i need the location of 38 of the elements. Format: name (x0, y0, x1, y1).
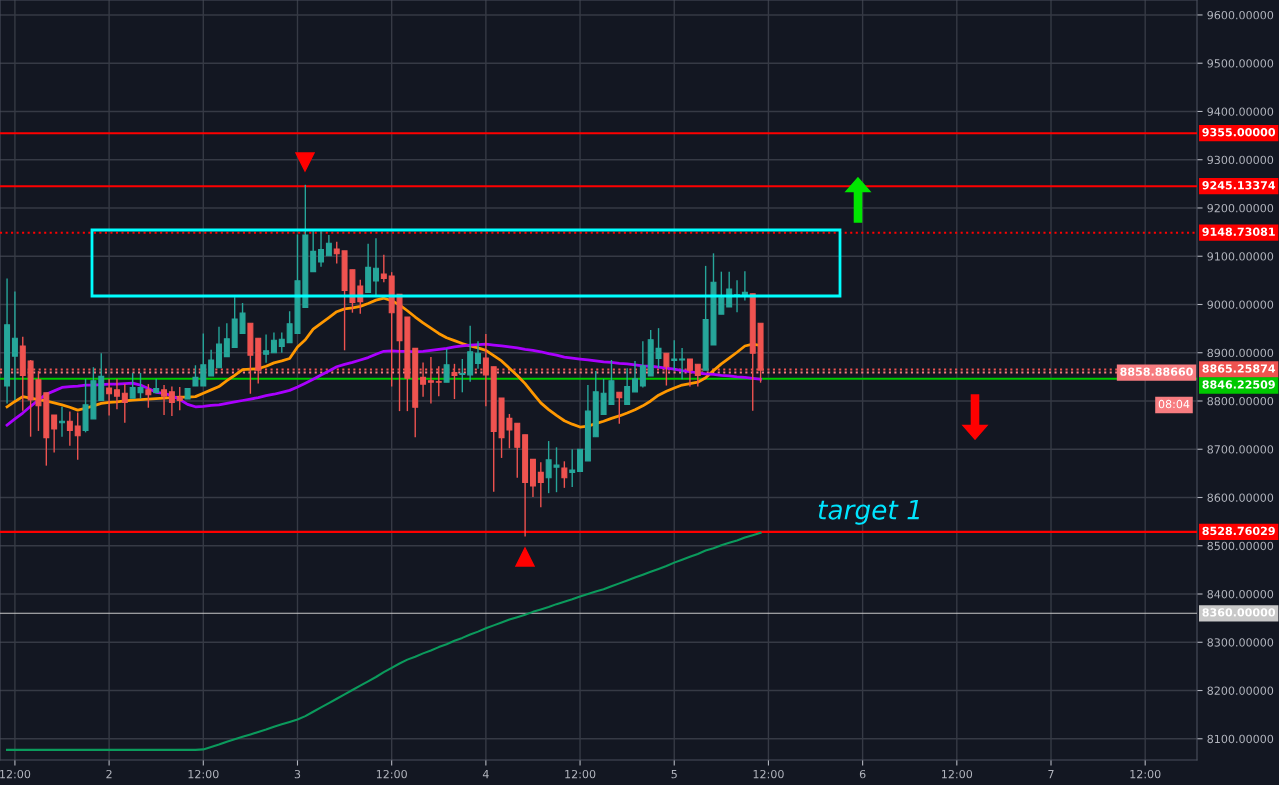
y-tick-label: 9200.00000 (1207, 203, 1274, 213)
y-tick-label: 9100.00000 (1207, 252, 1274, 261)
y-tick-label: 8500.00000 (1207, 541, 1274, 551)
x-tick-label: 12:00 (188, 769, 219, 779)
x-tick-label: 12:00 (753, 769, 784, 779)
ref-line-label: 8846.22509 (1202, 380, 1275, 389)
y-tick-label: 9300.00000 (1207, 155, 1274, 165)
annotation: 08:04 (1158, 399, 1190, 409)
y-tick-label: 9600.00000 (1207, 10, 1274, 20)
y-tick-label: 8100.00000 (1207, 734, 1274, 744)
y-tick-label: 8200.00000 (1207, 686, 1274, 695)
x-tick-label: 3 (294, 769, 301, 779)
ref-line-label: 9245.13374 (1202, 181, 1276, 190)
x-tick-label: 2 (106, 769, 112, 779)
x-tick-label: 7 (1048, 770, 1054, 779)
y-tick-label: 9500.00000 (1207, 59, 1274, 68)
ref-line-label: 8865.25874 (1202, 364, 1276, 373)
y-tick-label: 8800.00000 (1207, 396, 1274, 406)
ref-line-label: 8528.76029 (1202, 526, 1275, 536)
x-tick-label: 12:00 (376, 769, 407, 779)
y-tick-label: 9400.00000 (1207, 107, 1274, 116)
y-tick-label: 8700.00000 (1207, 445, 1274, 454)
x-tick-label: 12:00 (1130, 769, 1161, 779)
x-tick-label: 12:00 (565, 769, 596, 779)
y-tick-label: 8300.00000 (1207, 638, 1274, 647)
y-tick-label: 8600.00000 (1207, 493, 1274, 502)
y-tick-label: 8400.00000 (1207, 589, 1274, 599)
ref-line-label: 9148.73081 (1202, 227, 1275, 236)
x-tick-label: 5 (671, 770, 677, 779)
x-tick-label: 12:00 (0, 769, 31, 779)
annotation: target 1 (818, 500, 919, 525)
ref-line-label: 9355.00000 (1202, 128, 1276, 137)
x-tick-label: 6 (859, 769, 866, 779)
x-tick-label: 4 (482, 770, 489, 779)
y-tick-label: 9000.00000 (1207, 300, 1274, 309)
ref-line-label: 8858.88660 (1120, 367, 1193, 376)
x-tick-label: 12:00 (942, 769, 973, 779)
y-tick-label: 8900.00000 (1207, 348, 1274, 358)
